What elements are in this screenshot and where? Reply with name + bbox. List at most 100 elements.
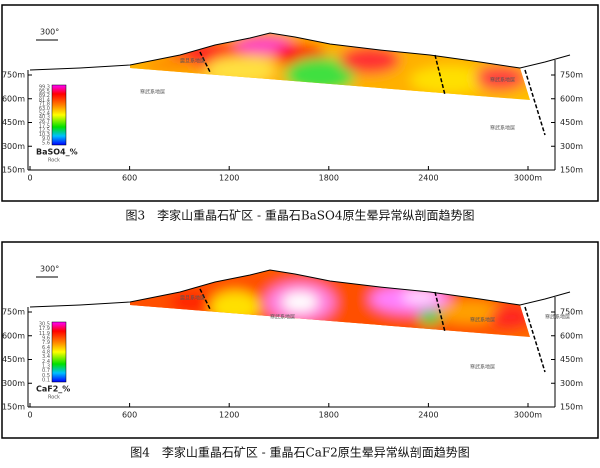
stratum-label: 寒武系地层 [470, 364, 495, 371]
anomaly [130, 270, 530, 337]
legend-label: 30.5 [39, 322, 50, 328]
section [130, 33, 530, 100]
anomaly-zone [490, 307, 530, 327]
y-tick-label: 150m [2, 166, 25, 175]
stratum-label: 寒武系地层 [140, 89, 165, 96]
y-tick-label: 600m [2, 331, 25, 340]
fault-line [199, 288, 211, 310]
legend-label: 11.9 [39, 331, 50, 337]
anomaly-zone [210, 291, 260, 323]
anomaly [130, 33, 530, 100]
y-tick-label: 450m [560, 118, 583, 127]
legend-label: 10.3 [39, 132, 50, 138]
direction-label: 300° [40, 265, 59, 274]
legend-label: 0.7 [42, 368, 50, 374]
legend-label: 1.3 [42, 364, 50, 370]
legend-label: 52.4 [39, 110, 50, 116]
legend-label: 95.5 [39, 89, 50, 95]
surface-line [29, 32, 571, 71]
anomaly-zone [402, 291, 438, 303]
x-tick-label: 3000m [514, 411, 542, 420]
y-tick-label: 750m [2, 308, 25, 317]
anomaly-zone [418, 309, 442, 325]
legend-label: 17.5 [39, 123, 50, 129]
legend-label: 5.6 [42, 141, 50, 147]
y-tick-label: 300m [560, 142, 583, 151]
stratum-label: 寒武系地层 [270, 314, 295, 321]
panel: 300° 750m 750m 600m 600m 450m 450m 300m 300m 150m… [1, 241, 599, 460]
legend-label: 0.1 [42, 378, 50, 384]
stratum-label: 寒武系地层 [470, 317, 495, 324]
caption: 图4 李家山重晶石矿区 - 重晶石CaF2原生晕异常纵剖面趋势图 [130, 445, 470, 460]
legend-title: BaSO4_% [36, 148, 78, 157]
anomaly-zone [475, 66, 525, 90]
anomaly-zone [435, 300, 505, 324]
legend-label: 0.5 [42, 373, 50, 379]
y-tick-label: 450m [2, 355, 25, 364]
legend-label: 71.8 [39, 102, 50, 108]
legend-label: 17.9 [39, 326, 50, 332]
x-tick-label: 1800 [319, 411, 339, 420]
y-tick-label: 150m [2, 403, 25, 412]
legend-colorbar [51, 321, 67, 383]
y-tick-label: 750m [2, 71, 25, 80]
legend-label: 9.0 [42, 136, 50, 142]
legend-label: 3.4 [42, 354, 50, 360]
anomaly-zone [410, 66, 490, 94]
legend-label: 7.9 [42, 340, 50, 346]
y-tick-label: 750m [560, 308, 583, 317]
x-tick-label: 0 [27, 174, 32, 183]
panel-frame [1, 4, 599, 202]
x-tick-label: 2400 [418, 411, 438, 420]
fault-line [524, 69, 546, 136]
legend-title: CaF2_% [36, 385, 70, 394]
legend-subtitle: Rock [48, 395, 60, 401]
panel: 300° 750m 750m 600m 600m 450m 450m 300m 300m 150m… [1, 4, 599, 223]
legend-subtitle: Rock [48, 158, 60, 164]
stratum-label: 寒武系地层 [490, 77, 515, 84]
legend-label: 89.2 [39, 93, 50, 99]
x-tick-label: 600 [122, 174, 137, 183]
legend-label: 9.6 [42, 336, 50, 342]
y-tick-label: 600m [560, 94, 583, 103]
x-tick-label: 3000m [514, 174, 542, 183]
x-tick-label: 1200 [219, 411, 239, 420]
stratum-label: 寒武系地层 [490, 125, 515, 132]
y-tick-label: 750m [560, 71, 583, 80]
legend-colorbar [51, 84, 67, 146]
section [130, 270, 530, 337]
x-tick-label: 1800 [319, 174, 339, 183]
legend-label: 99.3 [39, 85, 50, 91]
legend-label: 63.0 [39, 106, 50, 112]
y-tick-label: 450m [2, 118, 25, 127]
stratum-label: 震旦系地层 [180, 58, 205, 65]
y-tick-label: 300m [2, 142, 25, 151]
y-tick-label: 150m [560, 403, 583, 412]
fault-line [434, 291, 446, 333]
fault-line [434, 54, 446, 96]
legend-label: 81.4 [39, 97, 50, 103]
caption: 图3 李家山重晶石矿区 - 重晶石BaSO4原生晕异常纵剖面趋势图 [126, 208, 475, 223]
direction-label: 300° [40, 28, 59, 37]
x-tick-label: 1200 [219, 174, 239, 183]
panel-frame [1, 241, 599, 439]
anomaly-zone [170, 292, 210, 312]
anomaly-zone [205, 56, 275, 84]
y-tick-label: 450m [560, 355, 583, 364]
legend-label: 12.5 [39, 128, 50, 134]
legend-label: 40.3 [39, 115, 50, 121]
legend-label: 4.8 [42, 350, 50, 356]
y-tick-label: 300m [2, 379, 25, 388]
stratum-label: 寒武系地层 [545, 314, 570, 321]
fault-line [199, 51, 211, 73]
legend-label: 2.4 [42, 359, 50, 365]
legend-label: 26.7 [39, 119, 50, 125]
x-tick-label: 0 [27, 411, 32, 420]
fault-line [524, 306, 546, 373]
y-tick-label: 600m [2, 94, 25, 103]
legend-label: 6.4 [42, 345, 50, 351]
x-tick-label: 2400 [418, 174, 438, 183]
anomaly-zone [282, 292, 318, 312]
x-tick-label: 600 [122, 411, 137, 420]
